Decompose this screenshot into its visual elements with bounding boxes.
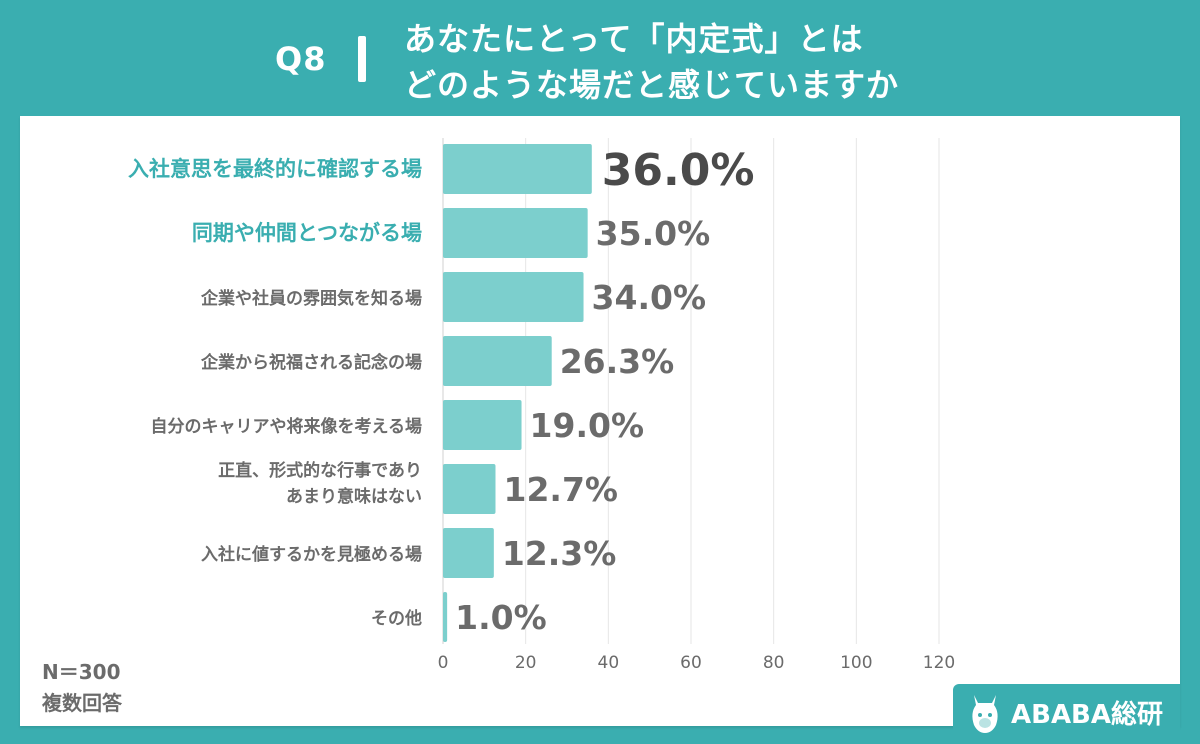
x-tick-label: 40 <box>598 653 620 673</box>
bar <box>443 272 584 322</box>
category-label: 企業や社員の雰囲気を知る場 <box>200 288 422 309</box>
brand-name: ABABA総研 <box>1011 700 1164 730</box>
x-tick-label: 80 <box>763 653 785 673</box>
sample-size-note: N＝300 <box>42 660 121 684</box>
bar <box>443 208 588 258</box>
x-tick-label: 100 <box>840 653 872 673</box>
brand-badge: ABABA総研 <box>953 684 1180 744</box>
category-label: 入社に値するかを見極める場 <box>201 544 422 565</box>
value-label: 12.7% <box>503 470 618 509</box>
alpaca-logo-icon <box>972 695 998 733</box>
bar <box>443 528 494 578</box>
x-tick-label: 120 <box>923 653 955 673</box>
question-divider <box>358 36 366 82</box>
x-tick-label: 0 <box>438 653 449 673</box>
category-label: 入社意思を最終的に確認する場 <box>128 157 422 181</box>
bar <box>443 336 552 386</box>
value-label: 1.0% <box>455 598 547 637</box>
category-label: 正直、形式的な行事であり <box>218 460 422 481</box>
category-label: その他 <box>371 608 422 629</box>
bar <box>443 464 496 514</box>
multiple-answer-note: 複数回答 <box>42 691 122 715</box>
category-label: 同期や仲間とつながる場 <box>192 221 422 245</box>
x-tick-label: 20 <box>515 653 537 673</box>
value-label: 35.0% <box>596 214 711 253</box>
value-label: 36.0% <box>602 145 755 196</box>
category-label: 企業から祝福される記念の場 <box>200 352 422 373</box>
value-label: 34.0% <box>592 278 707 317</box>
chart-panel <box>20 116 1180 726</box>
x-tick-label: 60 <box>680 653 702 673</box>
category-label: 自分のキャリアや将来像を考える場 <box>151 416 423 437</box>
title-line-1: あなたにとって「内定式」とは <box>404 20 864 58</box>
header: Q8 あなたにとって「内定式」とは どのような場だと感じていますか <box>0 0 1200 116</box>
title-line-2: どのような場だと感じていますか <box>404 66 900 104</box>
value-label: 12.3% <box>502 534 616 573</box>
bar <box>443 592 448 642</box>
bar <box>443 400 522 450</box>
value-label: 19.0% <box>530 406 645 445</box>
value-label: 26.3% <box>560 342 675 381</box>
bar <box>443 144 592 194</box>
question-number: Q8 <box>275 40 327 78</box>
category-label: あまり意味はない <box>286 486 422 507</box>
